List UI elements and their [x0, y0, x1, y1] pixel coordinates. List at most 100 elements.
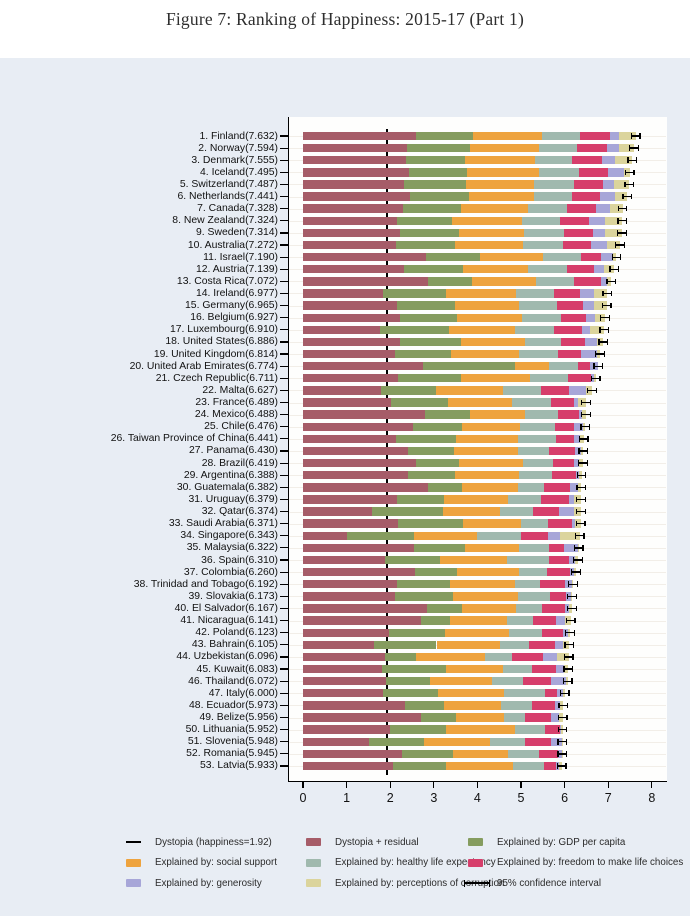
bar-segment-social-support [471, 277, 536, 286]
country-label: 15. Germany(6.965) [185, 300, 278, 312]
bar-segment-social-support [454, 446, 519, 456]
ci-whisker [578, 450, 588, 452]
bar-segment-healthy-life-expectancy [513, 761, 545, 771]
x-axis-tick-label: 3 [430, 791, 438, 805]
country-label: 21. Czech Republic(6.711) [155, 372, 278, 384]
bar-segment-social-support [459, 458, 524, 468]
legend-swatch-dystopia-residual [306, 838, 321, 846]
bar-segment-generosity [595, 204, 610, 213]
y-axis-tick [280, 401, 288, 404]
bar-segment-dystopia-residual [303, 592, 396, 601]
country-label: 49. Belize(5.956) [199, 712, 278, 724]
bar-segment-social-support [443, 701, 502, 710]
bar-segment-dystopia-residual [303, 228, 400, 238]
legend-swatch-healthy-life-expectancy [306, 858, 321, 867]
bar-segment-social-support [446, 761, 513, 771]
ci-cap-left [575, 520, 578, 527]
ci-whisker [578, 462, 588, 464]
ci-whisker [557, 741, 567, 743]
bar-segment-dystopia-residual [303, 664, 382, 674]
bar-segment-generosity [601, 252, 613, 262]
bar-segment-freedom [549, 592, 566, 601]
bar-segment-generosity [589, 216, 606, 225]
ci-cap-right [584, 496, 587, 503]
bar-segment-gdp-per-capita [369, 737, 424, 746]
ci-cap-left [556, 763, 559, 769]
bar-segment-dystopia-residual [303, 337, 401, 347]
bar-segment-social-support [452, 592, 519, 601]
x-axis-tick-label: 7 [604, 791, 612, 805]
ci-whisker [629, 147, 639, 149]
bar-segment-generosity [584, 337, 598, 347]
bar-segment-generosity [592, 228, 606, 238]
bar-segment-social-support [470, 143, 540, 153]
bar-segment-corruption [593, 289, 608, 298]
ci-cap-left [576, 484, 578, 491]
bar-segment-gdp-per-capita [380, 325, 449, 335]
ci-cap-right [567, 702, 569, 709]
ci-cap-right [566, 726, 568, 733]
bar-segment-freedom [562, 240, 592, 250]
ci-whisker [557, 753, 567, 755]
country-label: 53. Latvia(5.933) [200, 760, 278, 772]
y-axis-tick [280, 462, 288, 464]
bar-segment-dystopia-residual [303, 204, 404, 213]
y-axis-tick [280, 632, 288, 634]
bar-segment-freedom [548, 543, 565, 553]
bar-segment-healthy-life-expectancy [528, 265, 568, 274]
y-axis-tick [280, 450, 288, 452]
bar-segment-healthy-life-expectancy [525, 337, 561, 347]
country-label: 36. Spain(6.310) [201, 554, 278, 566]
bar-segment-gdp-per-capita [380, 386, 437, 395]
bar-segment-gdp-per-capita [400, 337, 462, 347]
ci-whisker [617, 232, 627, 234]
ci-whisker [559, 704, 568, 707]
y-axis-tick [280, 365, 288, 367]
country-label: 14. Ireland(6.977) [195, 287, 278, 299]
y-axis-tick [280, 474, 288, 476]
bar-segment-dystopia-residual [303, 604, 427, 613]
y-axis-tick [280, 741, 288, 743]
ci-cap-right [574, 617, 576, 624]
legend-ci-cap-left [464, 879, 466, 887]
country-label: 43. Bahrain(6.105) [191, 639, 278, 651]
bar-segment-dystopia-residual [303, 580, 397, 589]
y-axis-tick [280, 305, 288, 307]
ci-whisker [623, 195, 632, 198]
ci-cap-left [606, 278, 608, 285]
ci-cap-right [576, 581, 578, 588]
bar-segment-dystopia-residual [303, 676, 386, 686]
bar-segment-social-support [465, 180, 534, 189]
bar-segment-social-support [464, 543, 520, 553]
bar-segment-generosity [551, 737, 562, 746]
bar-segment-corruption [594, 301, 607, 310]
country-label: 25. Chile(6.476) [204, 421, 278, 433]
ci-cap-right [586, 460, 588, 466]
legend-label: Explained by: perceptions of corruption [335, 877, 505, 889]
ci-whisker [593, 365, 603, 367]
bar-segment-corruption [614, 192, 628, 201]
bar-segment-gdp-per-capita [346, 531, 414, 540]
bar-segment-dystopia-residual [303, 555, 386, 565]
bar-segment-healthy-life-expectancy [520, 519, 549, 528]
bar-segment-corruption [557, 652, 569, 662]
bar-segment-gdp-per-capita [408, 471, 456, 480]
bar-segment-healthy-life-expectancy [503, 689, 546, 698]
bar-segment-gdp-per-capita [420, 616, 450, 625]
bar-segment-corruption [594, 313, 605, 322]
bar-segment-generosity [580, 289, 594, 298]
y-axis-tick [280, 317, 288, 319]
bar-segment-healthy-life-expectancy [519, 471, 552, 480]
bar-segment-social-support [461, 604, 516, 613]
bar-segment-freedom [560, 313, 587, 322]
bar-segment-gdp-per-capita [396, 301, 456, 310]
country-label: 20. United Arab Emirates(6.774) [129, 360, 278, 372]
bar-segment-dystopia-residual [303, 422, 413, 431]
y-axis-tick [280, 680, 288, 682]
bar-segment-gdp-per-capita [408, 168, 468, 177]
bar-segment-freedom [573, 277, 601, 286]
x-axis-tick [607, 782, 609, 788]
bar-segment-dystopia-residual [303, 495, 397, 504]
y-axis-tick [280, 523, 288, 525]
bar-segment-social-support [449, 580, 516, 589]
